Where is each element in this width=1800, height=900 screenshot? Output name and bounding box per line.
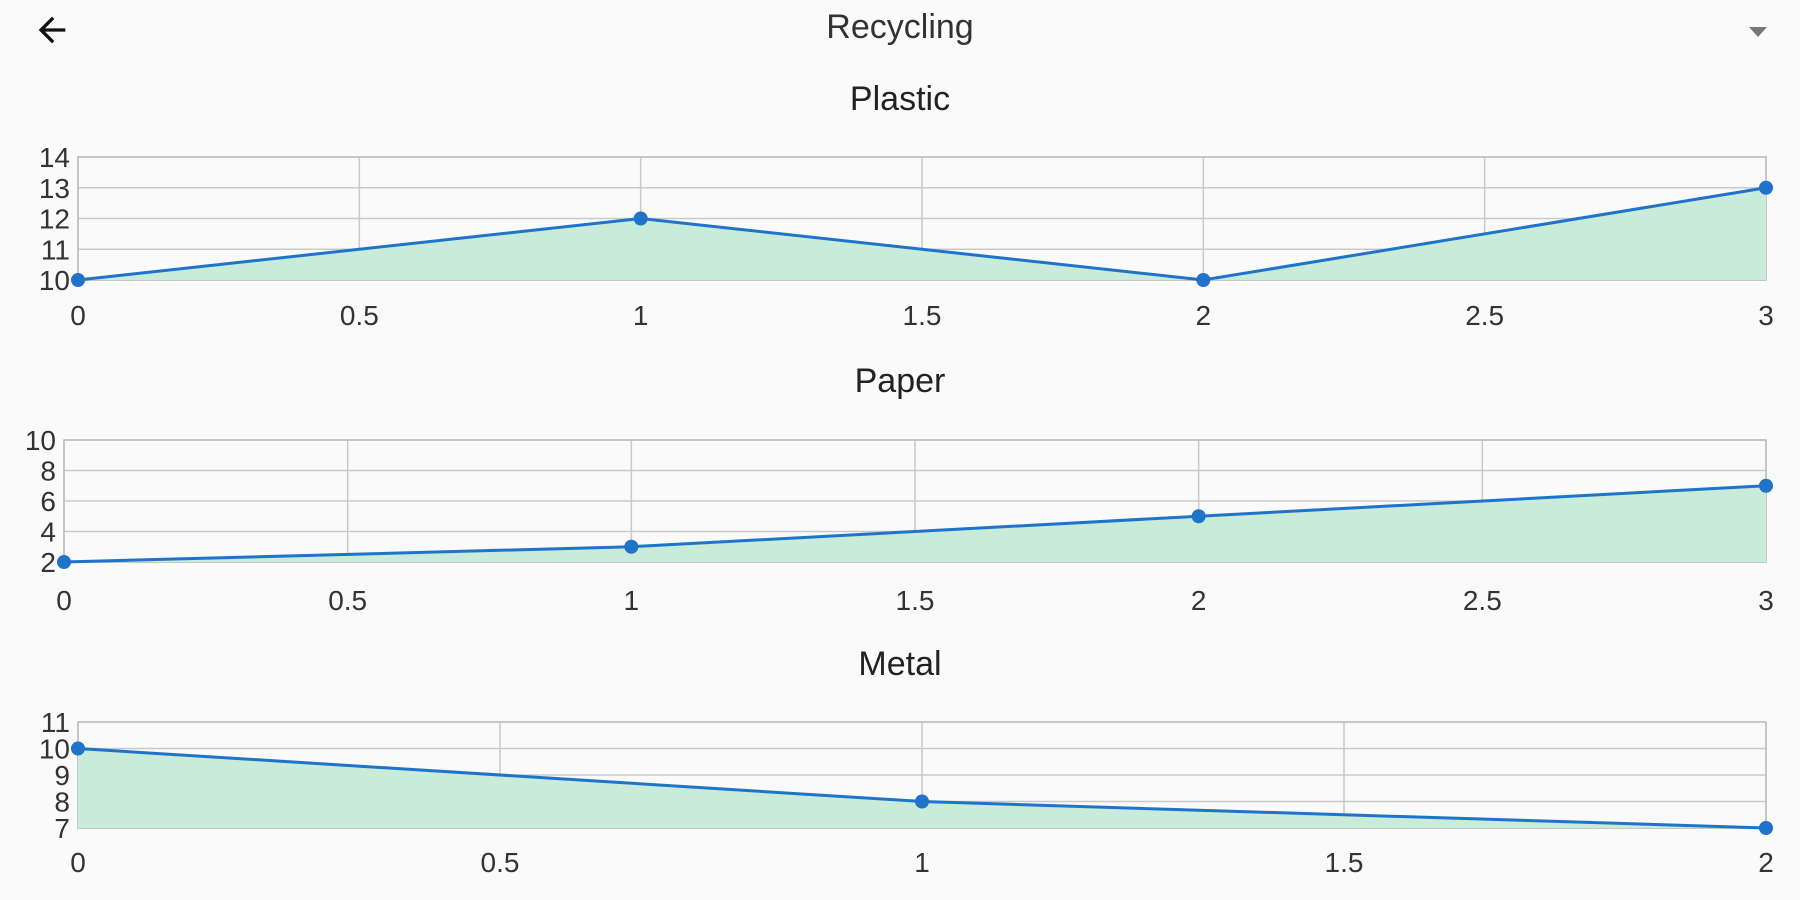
- metal-y-tick-label: 10: [39, 734, 70, 765]
- paper-x-tick-label: 3: [1758, 585, 1774, 616]
- metal-x-tick-label: 1.5: [1325, 847, 1364, 878]
- plastic-x-tick-label: 1: [633, 300, 649, 331]
- paper-x-tick-label: 0: [56, 585, 72, 616]
- paper-x-tick-label: 2: [1191, 585, 1207, 616]
- metal-x-tick-label: 0.5: [481, 847, 520, 878]
- paper-x-tick-label: 0.5: [328, 585, 367, 616]
- plastic-data-point[interactable]: [1196, 273, 1211, 287]
- paper-chart-title: Paper: [855, 362, 946, 400]
- arrow-left-icon: [38, 16, 66, 44]
- paper-x-tick-label: 2.5: [1463, 585, 1502, 616]
- metal-data-point[interactable]: [1759, 821, 1773, 835]
- metal-x-tick-label: 0: [70, 847, 86, 878]
- paper-y-tick-label: 2: [40, 547, 56, 578]
- paper-data-point[interactable]: [57, 555, 71, 569]
- plastic-x-tick-label: 0.5: [340, 300, 379, 331]
- metal-data-point[interactable]: [915, 794, 929, 809]
- plastic-chart-title: Plastic: [850, 80, 950, 118]
- metal-y-tick-label: 9: [54, 760, 70, 791]
- paper-y-tick-label: 10: [25, 425, 56, 456]
- paper-series-line: [63, 484, 1767, 564]
- metal-data-point[interactable]: [71, 741, 85, 756]
- paper-area-fill: [64, 485, 1766, 562]
- plastic-x-tick-label: 2.5: [1465, 300, 1504, 331]
- plastic-y-tick-label: 14: [39, 142, 70, 173]
- plastic-data-point[interactable]: [1759, 180, 1773, 195]
- plastic-area-fill: [78, 187, 1766, 280]
- metal-x-tick-label: 2: [1758, 847, 1774, 878]
- metal-area-fill: [78, 748, 1766, 828]
- paper-data-point[interactable]: [1191, 509, 1206, 524]
- paper-y-tick-label: 4: [40, 517, 56, 548]
- plastic-x-tick-label: 1.5: [903, 300, 942, 331]
- metal-y-tick-label: 11: [41, 707, 70, 738]
- plastic-series-line: [77, 186, 1767, 282]
- plastic-x-tick-label: 0: [70, 300, 86, 331]
- paper-y-tick-label: 8: [40, 456, 56, 487]
- plastic-y-tick-label: 13: [39, 173, 70, 204]
- paper-data-point[interactable]: [624, 539, 639, 554]
- metal-y-tick-label: 7: [54, 813, 70, 844]
- plastic-x-tick-label: 3: [1758, 300, 1774, 331]
- paper-data-point[interactable]: [1759, 478, 1773, 493]
- plastic-x-tick-label: 2: [1196, 300, 1212, 331]
- metal-x-tick-label: 1: [914, 847, 930, 878]
- paper-y-tick-label: 6: [40, 486, 56, 517]
- metal-y-tick-label: 8: [54, 787, 70, 818]
- plastic-y-tick-label: 12: [39, 204, 70, 235]
- plastic-data-point[interactable]: [633, 211, 648, 226]
- paper-x-tick-label: 1: [624, 585, 640, 616]
- plastic-y-tick-label: 10: [39, 265, 70, 296]
- plastic-data-point[interactable]: [71, 273, 85, 287]
- plastic-y-tick-label: 11: [41, 234, 70, 265]
- caret-down-icon: [1749, 27, 1767, 37]
- back-button[interactable]: [24, 6, 80, 54]
- metal-chart-title: Metal: [858, 645, 941, 683]
- paper-x-tick-label: 1.5: [896, 585, 935, 616]
- dropdown-button[interactable]: [1738, 14, 1778, 50]
